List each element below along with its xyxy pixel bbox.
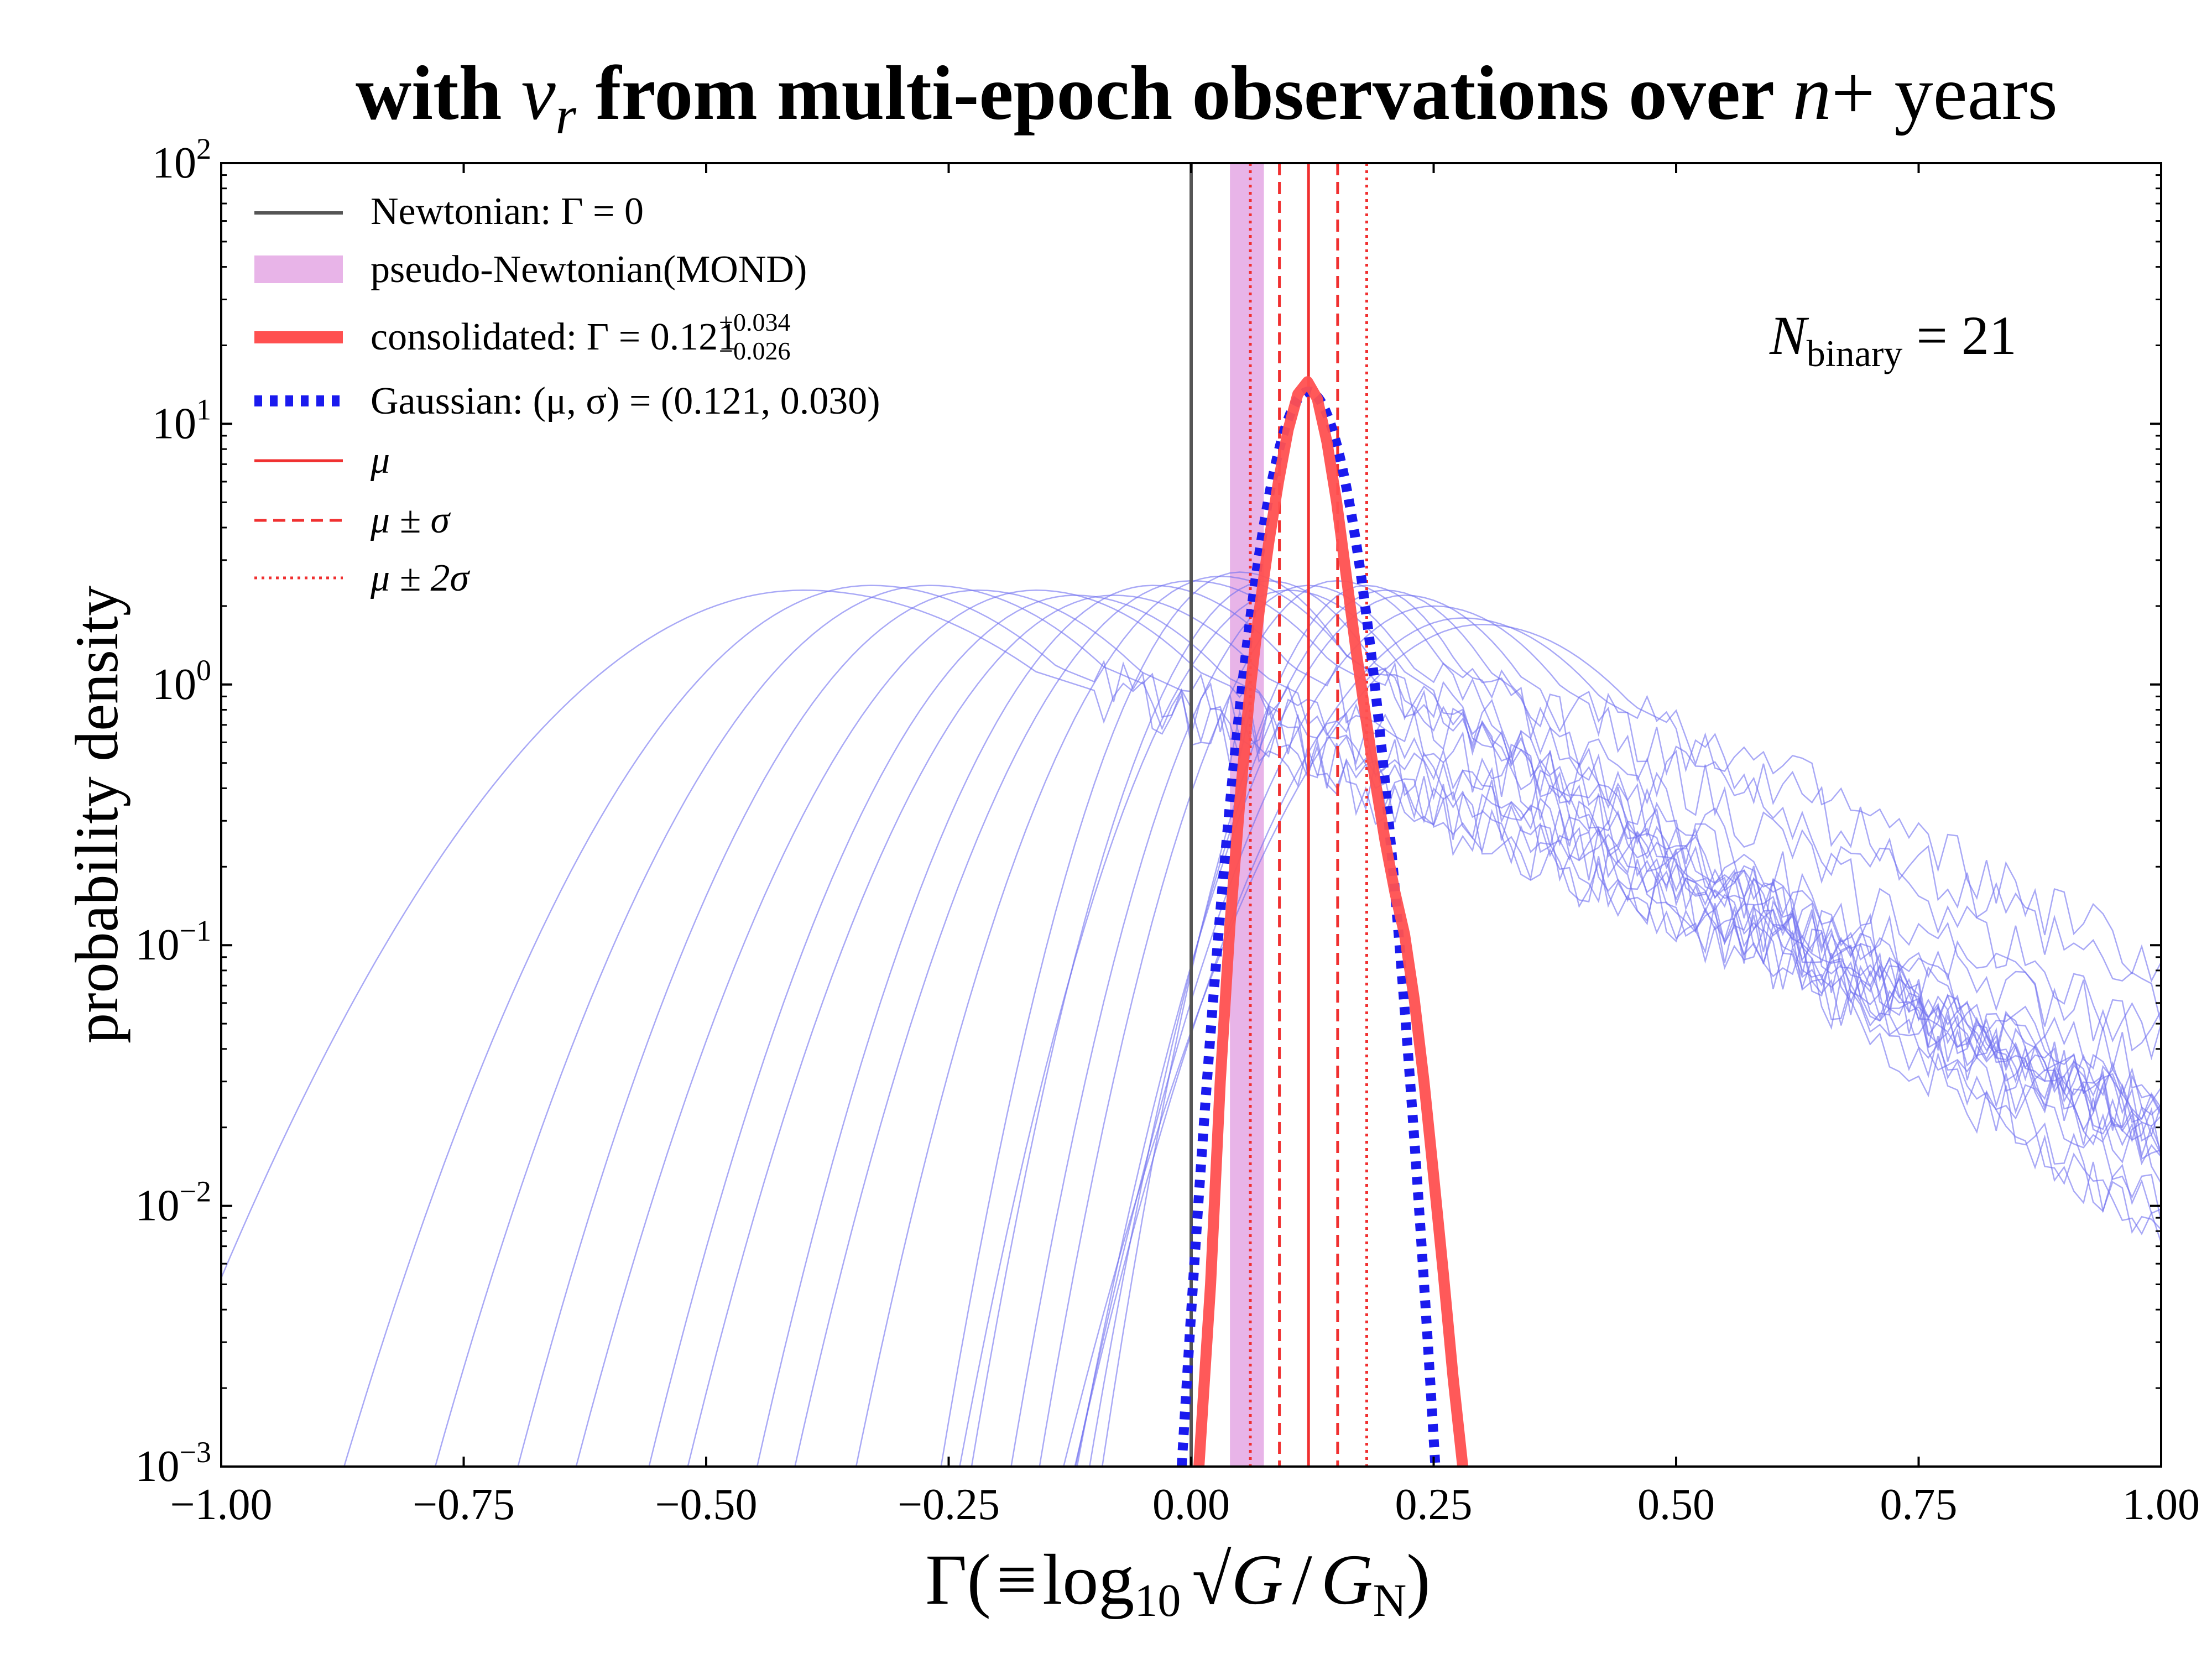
individual-pdf-line xyxy=(1010,585,2161,1467)
individual-pdfs xyxy=(221,571,2161,1467)
individual-pdf-line xyxy=(959,589,2161,1467)
y-tick-label: 100 xyxy=(152,654,211,709)
x-tick-label: 0.00 xyxy=(1152,1480,1230,1529)
legend-label-mu-2sigma: μ ± 2σ xyxy=(370,557,471,599)
x-tick-label: 0.25 xyxy=(1395,1480,1473,1529)
individual-pdf-line xyxy=(1089,589,2161,1467)
legend-consolidated-sup: +0.034 xyxy=(719,308,790,336)
legend-label-consolidated: consolidated: Γ = 0.121 xyxy=(371,316,737,358)
x-tick-label: −0.75 xyxy=(413,1480,515,1529)
chart-title: with vr from multi-epoch observations ov… xyxy=(356,50,2058,145)
x-tick-label: 0.50 xyxy=(1637,1480,1715,1529)
individual-pdf-line xyxy=(1101,585,2161,1467)
legend-label-mu: μ xyxy=(370,439,390,482)
x-tick-label: −0.25 xyxy=(898,1480,1000,1529)
individual-pdf-line xyxy=(434,585,2161,1467)
individual-pdf-line xyxy=(1076,594,2161,1467)
legend-label-gaussian: Gaussian: (μ, σ) = (0.121, 0.030) xyxy=(371,380,880,422)
individual-pdf-line xyxy=(1063,623,2161,1467)
individual-pdf-line xyxy=(855,575,2161,1467)
plot-area xyxy=(221,163,2161,1467)
y-axis-ticks: 102 101 100 10−1 10−2 10−3 xyxy=(135,132,2161,1491)
individual-pdf-line xyxy=(648,594,2161,1467)
x-axis-label: Γ(≡log10 √G / GN) xyxy=(925,1540,1430,1626)
individual-pdf-line xyxy=(575,589,2161,1467)
individual-pdf-line xyxy=(1074,605,2161,1467)
legend-label-mu-sigma: μ ± σ xyxy=(370,499,451,541)
individual-pdf-line xyxy=(1074,617,2161,1467)
x-axis-ticks: −1.00 −0.75 −0.50 −0.25 0.00 0.25 0.50 0.75 1.00 xyxy=(170,163,2200,1529)
x-tick-label: −1.00 xyxy=(170,1480,272,1529)
individual-pdf-line xyxy=(971,580,2161,1467)
consolidated-curve xyxy=(1193,376,1469,1467)
individual-pdf-line xyxy=(1039,580,2161,1467)
legend-swatch-mond xyxy=(254,255,343,283)
individual-pdf-line xyxy=(517,589,2161,1467)
individual-pdf-line xyxy=(756,585,2161,1467)
y-axis-label: probability density xyxy=(63,586,131,1044)
y-tick-label: 10−2 xyxy=(135,1175,211,1230)
x-tick-label: −0.50 xyxy=(655,1480,757,1529)
legend: Newtonian: Γ = 0 pseudo-Newtonian(MOND) … xyxy=(254,190,880,599)
legend-label-newtonian: Newtonian: Γ = 0 xyxy=(371,190,644,233)
legend-consolidated-sub: −0.026 xyxy=(719,337,790,365)
individual-pdf-line xyxy=(940,571,2161,1467)
n-binary-annotation: Nbinary = 21 xyxy=(1769,305,2017,374)
y-tick-label: 10−1 xyxy=(135,914,211,969)
y-tick-label: 10−3 xyxy=(135,1436,211,1491)
y-tick-label: 101 xyxy=(152,393,211,448)
legend-label-mond: pseudo-Newtonian(MOND) xyxy=(371,248,807,291)
individual-pdf-line xyxy=(794,580,2161,1467)
x-tick-label: 1.00 xyxy=(2122,1480,2200,1529)
y-tick-label: 102 xyxy=(152,132,211,187)
x-tick-label: 0.75 xyxy=(1880,1480,1958,1529)
